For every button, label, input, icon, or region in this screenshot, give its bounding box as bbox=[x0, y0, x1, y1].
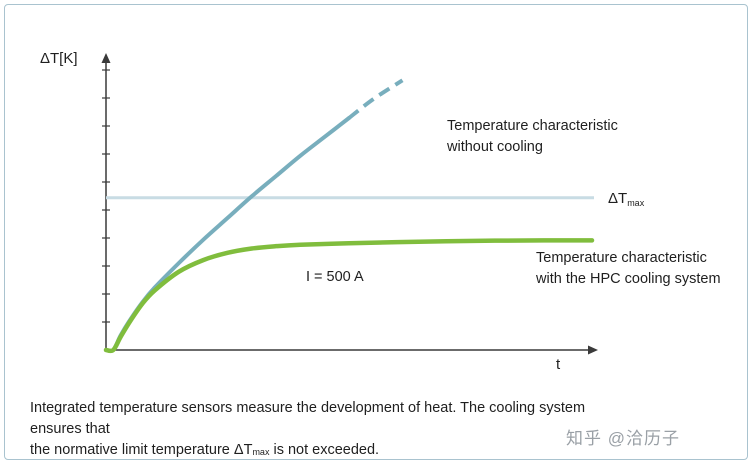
series-line-without-cooling bbox=[104, 116, 351, 354]
current-annotation: I = 500 A bbox=[306, 269, 364, 285]
series-line-without-cooling-dashed bbox=[347, 78, 404, 120]
series-label-1-line-1: with the HPC cooling system bbox=[535, 271, 721, 287]
watermark: 知乎 @洽历子 bbox=[566, 429, 680, 448]
figure-caption: Integrated temperature sensors measure t… bbox=[30, 398, 590, 463]
y-axis-arrow bbox=[101, 53, 111, 63]
dtmax-label-sub: max bbox=[627, 198, 645, 208]
x-axis-arrow bbox=[588, 345, 598, 355]
series-line-hpc-cooling bbox=[103, 238, 595, 354]
caption-line-2: the normative limit temperature ΔTmax is… bbox=[30, 442, 380, 458]
figure-frame bbox=[4, 4, 748, 460]
dtmax-label: ΔTmax bbox=[608, 190, 645, 208]
caption-line-1: Integrated temperature sensors measure t… bbox=[30, 400, 586, 437]
chart: Temperature characteristic without coolin… bbox=[40, 50, 721, 373]
y-axis-label: ΔT[K] bbox=[40, 50, 78, 67]
series-label-0-line-0: Temperature characteristic bbox=[447, 118, 618, 134]
series-label-1-line-0: Temperature characteristic bbox=[536, 250, 707, 266]
x-axis-label: t bbox=[556, 356, 561, 373]
series-label-0-line-1: without cooling bbox=[446, 139, 543, 155]
